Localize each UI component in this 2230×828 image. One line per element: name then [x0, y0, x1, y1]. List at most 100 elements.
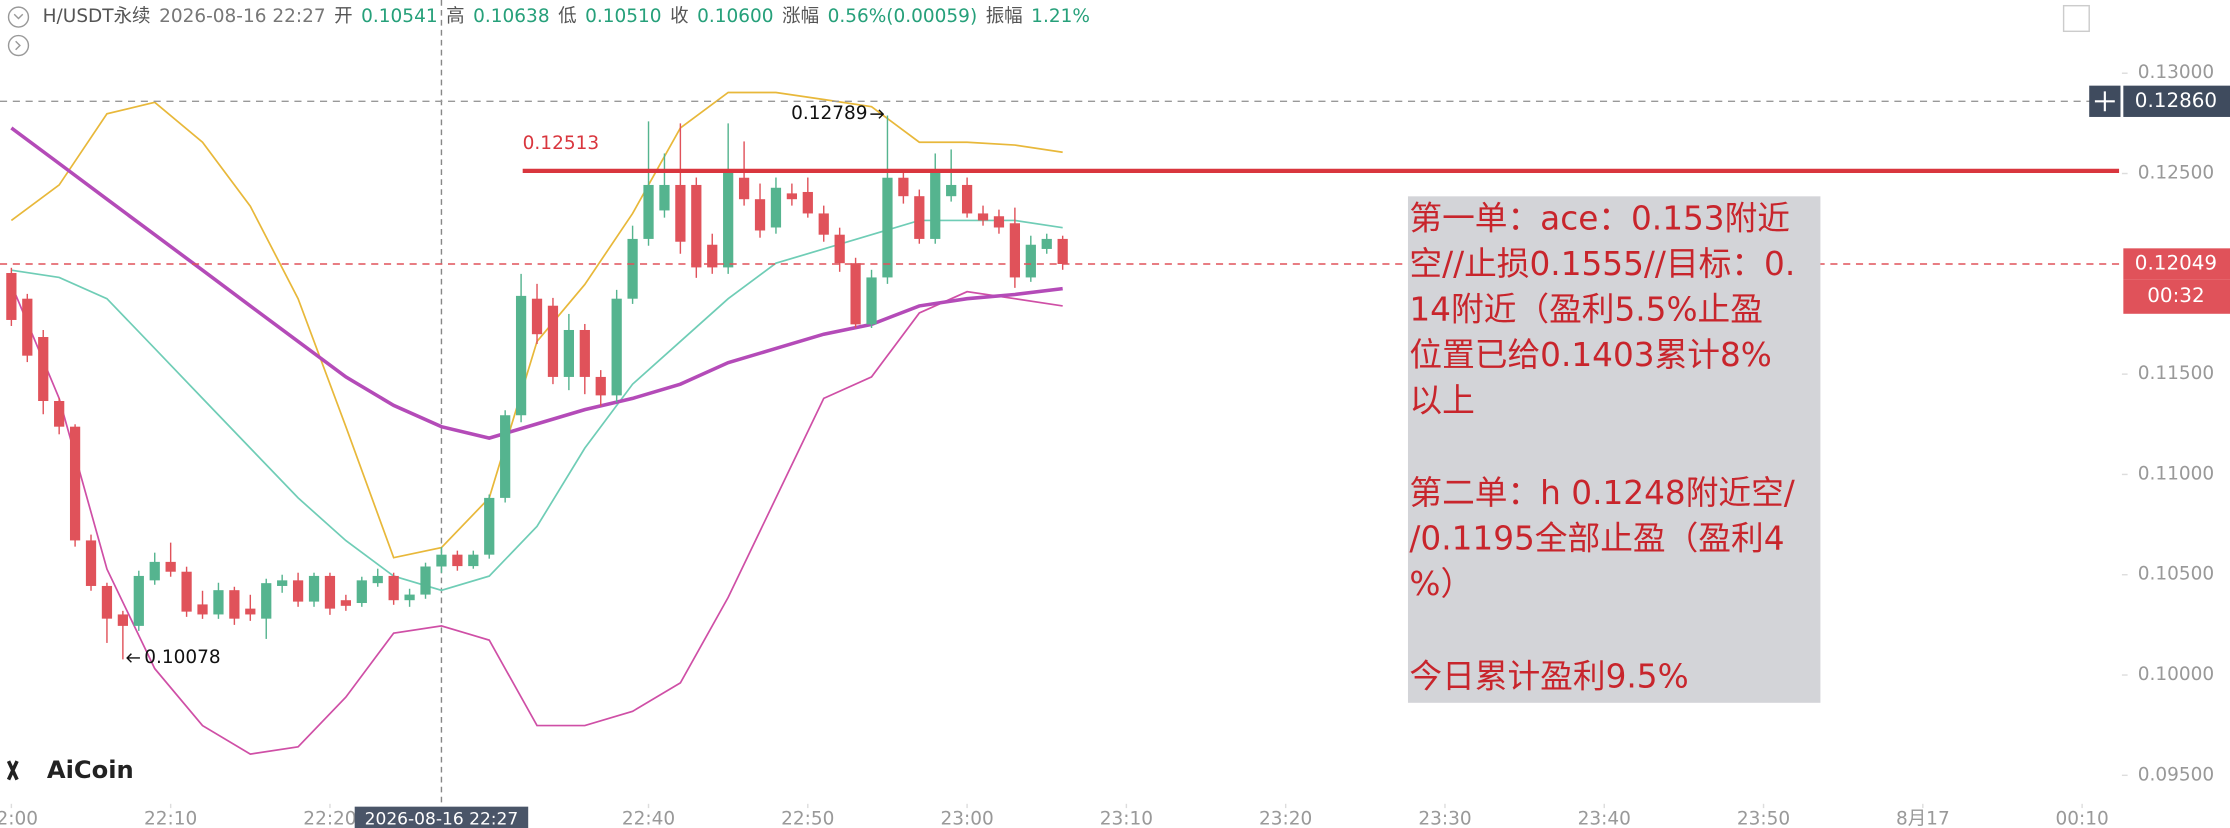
field-value: 1.21%	[1031, 6, 1090, 27]
candle-body	[946, 184, 957, 197]
candle-body	[308, 575, 320, 602]
x-tick-label: 23:20	[1259, 808, 1312, 828]
indicator-line	[11, 219, 1063, 592]
candle-body	[420, 566, 431, 595]
candle-body	[547, 305, 559, 377]
candle-body	[372, 575, 383, 584]
candle-body	[882, 177, 893, 278]
note-line: /0.1195全部止盈（盈利4	[1409, 520, 1784, 558]
candle-body	[1041, 238, 1052, 249]
collapse-chevron	[13, 13, 24, 20]
note-line: 14附近（盈利5.5%止盈	[1409, 291, 1763, 329]
candle-body	[404, 594, 415, 601]
max-label: 0.12789	[791, 103, 867, 124]
candle-body	[611, 298, 622, 396]
candle-body	[1025, 244, 1036, 278]
field-label: 低	[558, 6, 576, 27]
candle-body	[802, 191, 813, 214]
y-tick-label: 0.09500	[2138, 764, 2214, 785]
note-line: 空//止损0.1555//目标：0.	[1409, 245, 1795, 283]
x-tick-label: 22:20	[303, 808, 356, 828]
candle-body	[324, 575, 336, 609]
candle-body	[786, 193, 798, 200]
candle-body	[691, 184, 702, 268]
candle-body	[1009, 223, 1021, 278]
x-tick-label: 23:50	[1737, 808, 1790, 828]
y-tick-label: 0.12500	[2138, 163, 2214, 184]
note-line: 第一单：ace：0.153附近	[1409, 200, 1790, 238]
note-line: %）	[1409, 565, 1473, 603]
min-arrow	[126, 653, 140, 663]
price-tag: 0.12049	[2135, 251, 2217, 274]
crosshair-label: 2026-08-16 22:27	[365, 809, 519, 828]
candle-body	[388, 575, 399, 601]
note-line: 位置已给0.1403累计8%	[1409, 336, 1771, 374]
candle-body	[356, 580, 367, 604]
candle-body	[707, 244, 718, 268]
candle-body	[117, 614, 128, 626]
candle-body	[54, 401, 65, 427]
y-tick-label: 0.10000	[2138, 664, 2214, 685]
note-line: 以上	[1409, 382, 1474, 420]
collapse-icon[interactable]	[7, 6, 30, 28]
y-axis-band	[2121, 0, 2230, 828]
field-value: 0.10600	[697, 6, 773, 27]
candle-body	[738, 177, 750, 200]
candle-body	[213, 590, 224, 615]
candle-body	[229, 590, 240, 619]
candle-body	[452, 554, 463, 567]
candle-body	[436, 554, 447, 567]
field-value: 0.10510	[585, 6, 661, 27]
expand-icon[interactable]	[7, 34, 30, 57]
note-box	[1407, 196, 1821, 703]
note-line: 今日累计盈利9.5%	[1409, 658, 1688, 696]
candle-body	[500, 415, 511, 498]
candle-body	[659, 184, 670, 211]
candle-body	[1057, 238, 1068, 264]
x-tick-label: 8月17	[1896, 808, 1950, 828]
note-line: 第二单：h 0.1248附近空/	[1409, 474, 1795, 512]
candle-body	[643, 184, 654, 239]
x-tick-label: 22:00	[0, 808, 38, 828]
price-tag-bg	[2123, 85, 2230, 117]
candle-body	[515, 295, 527, 416]
indicator-line	[10, 284, 1063, 755]
y-tick-label: 0.11000	[2138, 463, 2214, 484]
candle-body	[165, 561, 176, 572]
field-label: 高	[446, 6, 464, 27]
candle-body	[627, 238, 638, 299]
candle-body	[149, 561, 160, 581]
candle-body	[38, 337, 49, 402]
candle-body	[22, 298, 33, 356]
x-tick-label: 23:00	[940, 808, 993, 828]
field-label: 振幅	[986, 6, 1023, 27]
y-tick-label: 0.13000	[2138, 62, 2214, 83]
candle-body	[245, 608, 256, 615]
x-tick-label: 23:10	[1100, 808, 1153, 828]
candle-body	[770, 187, 782, 228]
price-tag-bg	[2123, 248, 2230, 280]
candle-body	[579, 329, 590, 377]
y-tick-label: 0.11500	[2138, 363, 2214, 384]
candle-body	[468, 554, 479, 567]
add-alert-plus	[2094, 91, 2115, 112]
candle-body	[292, 580, 304, 602]
price-tag: 0.12860	[2135, 89, 2217, 112]
watermark: AiCoin	[47, 756, 134, 784]
indicator-line	[10, 126, 1063, 440]
countdown-bg	[2123, 279, 2230, 314]
symbol: H/USDT永续	[43, 6, 151, 27]
candle-body	[6, 273, 17, 320]
candle-body	[930, 170, 941, 239]
candle-body	[101, 585, 113, 619]
header-time: 2026-08-16 22:27	[159, 6, 326, 27]
x-tick-label: 22:50	[781, 808, 834, 828]
candle-body	[69, 426, 81, 541]
candle-body	[181, 571, 192, 612]
candle-body	[961, 184, 973, 214]
candle-body	[133, 575, 144, 626]
fullscreen-button[interactable]	[2062, 4, 2090, 33]
x-tick-label: 23:30	[1418, 808, 1471, 828]
field-label: 开	[334, 6, 352, 27]
